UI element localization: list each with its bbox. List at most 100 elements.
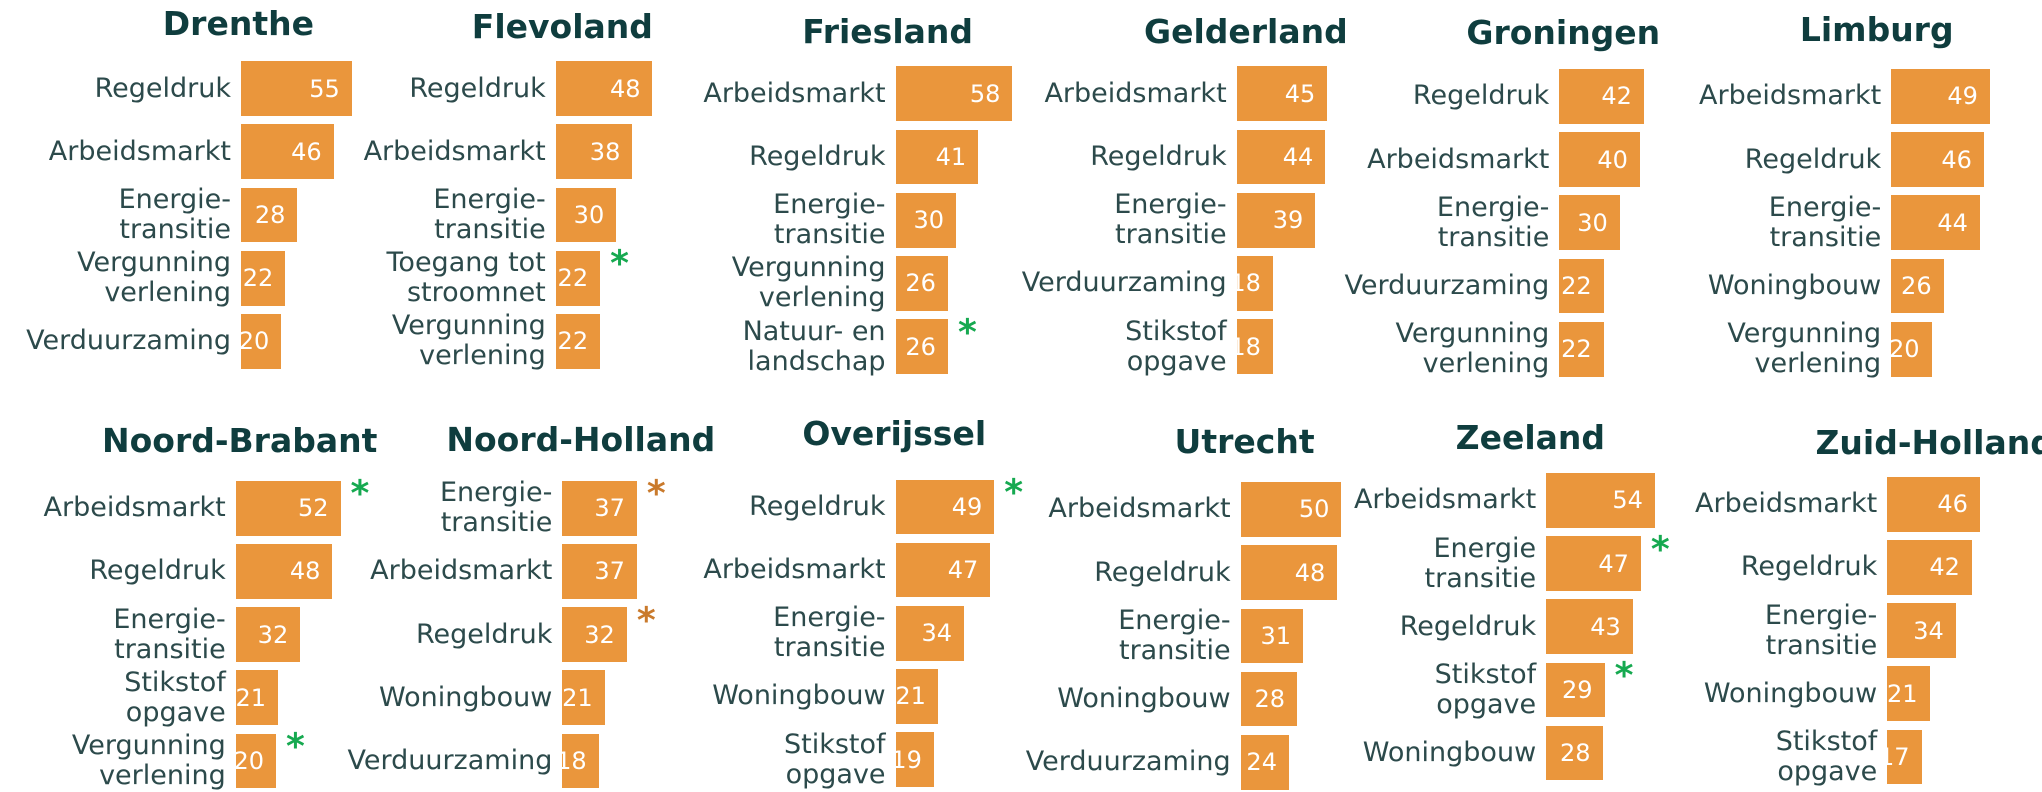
chart-title: Limburg (1799, 10, 1954, 50)
category-label: Woningbouw (1057, 683, 1231, 715)
category-label: Regeldruk (1399, 610, 1537, 642)
value-label: 41 (935, 143, 967, 171)
chart-title: Gelderland (1143, 11, 1348, 51)
bar (1887, 603, 1956, 658)
category-label: Energie- transitie (1436, 191, 1550, 253)
bar (555, 314, 601, 369)
category-label: Regeldruk (1412, 80, 1550, 112)
chart-title: Overijssel (802, 414, 987, 454)
value-label: 50 (1298, 495, 1330, 524)
category-label: Energie- transitie (773, 602, 886, 664)
bar (895, 542, 991, 598)
category-label: Energie- transitie (1764, 599, 1878, 661)
value-label: 42 (1929, 553, 1960, 582)
value-label: 22 (557, 327, 589, 356)
bar (1240, 671, 1298, 727)
category-label: Arbeidsmarkt (1695, 488, 1878, 520)
category-label: Energie- transitie (113, 603, 226, 665)
bar (1887, 540, 1972, 595)
value-label: 40 (1597, 145, 1628, 174)
category-label: Vergunning verlening (1727, 318, 1882, 380)
bar (562, 670, 605, 726)
category-label: Verduurzaming (1344, 270, 1550, 301)
bar (1236, 256, 1273, 311)
value-label: 44 (1937, 208, 1968, 237)
category-label: Energie- transitie (433, 183, 546, 245)
chart-title: Noord-Holland (446, 419, 716, 459)
category-label: Arbeidsmarkt (370, 555, 553, 587)
category-label: Arbeidsmarkt (1367, 143, 1550, 175)
annotation: * (1614, 655, 1634, 697)
bar (1546, 536, 1641, 591)
value-label: 43 (1590, 612, 1621, 641)
bar (1891, 69, 1990, 124)
category-label: Woningbouw (378, 681, 553, 713)
value-label: 28 (1254, 685, 1286, 714)
value-label: 32 (584, 620, 615, 649)
value-label: 31 (1260, 621, 1292, 650)
bar (562, 733, 599, 789)
value-label: 38 (589, 137, 621, 166)
bar (235, 607, 301, 662)
value-label: 29 (1562, 675, 1593, 704)
category-label: Woningbouw (712, 680, 886, 712)
category-label: Toegang tot stroomnet (386, 247, 546, 309)
category-label: Vergunning verlening (1395, 318, 1550, 380)
bar (1891, 195, 1980, 251)
bar (241, 314, 282, 369)
chart-title: Groningen (1466, 13, 1661, 53)
value-label: 48 (289, 557, 321, 586)
bar (895, 66, 1013, 122)
value-label: 44 (1282, 143, 1314, 171)
value-label: 37 (594, 494, 625, 523)
category-label: Vergunning verlening (77, 247, 231, 309)
chart-title: Zeeland (1455, 418, 1606, 458)
category-label: Energie transitie (1424, 532, 1537, 594)
category-label: Regeldruk (409, 72, 546, 104)
category-label: Energie- transitie (1114, 189, 1227, 251)
category-label: Arbeidsmarkt (703, 554, 886, 586)
bar (1236, 129, 1326, 185)
bar (562, 480, 637, 536)
category-label: Regeldruk (89, 555, 226, 587)
value-label: 42 (1601, 82, 1632, 111)
chart-title: Friesland (802, 11, 974, 51)
category-label: Arbeidsmarkt (1044, 77, 1227, 109)
bar (241, 124, 334, 180)
bar (895, 605, 965, 661)
bar (1240, 545, 1338, 601)
bar (555, 124, 633, 180)
value-label: 21 (1887, 679, 1918, 708)
value-label: 22 (1561, 335, 1592, 364)
bar (235, 480, 341, 536)
bar (1236, 319, 1273, 374)
value-label: 22 (1561, 272, 1592, 300)
chart-title: Flevoland (471, 6, 653, 46)
value-label: 19 (891, 745, 922, 774)
category-label: Arbeidsmarkt (703, 77, 886, 109)
value-label: 20 (233, 746, 265, 775)
bar (562, 607, 627, 662)
value-label: 30 (1577, 208, 1608, 237)
value-label: 21 (562, 683, 593, 712)
value-label: 26 (1901, 272, 1932, 300)
annotation: * (286, 726, 305, 768)
value-label: 32 (257, 620, 289, 649)
category-label: Arbeidsmarkt (48, 135, 231, 167)
value-label: 58 (969, 79, 1001, 108)
category-label: Vergunning verlening (71, 729, 226, 791)
category-label: Regeldruk (1094, 556, 1231, 588)
bar (555, 61, 653, 116)
category-label: Energie- transitie (1768, 191, 1882, 253)
value-label: 52 (297, 494, 329, 523)
value-label: 20 (1888, 335, 1920, 364)
value-label: 22 (557, 264, 589, 293)
value-label: 34 (921, 619, 953, 648)
bar (895, 319, 948, 374)
bar (895, 129, 979, 185)
value-label: 30 (913, 206, 944, 235)
category-label: Arbeidsmarkt (1699, 80, 1882, 112)
bar (1559, 195, 1620, 251)
value-label: 47 (947, 556, 979, 585)
